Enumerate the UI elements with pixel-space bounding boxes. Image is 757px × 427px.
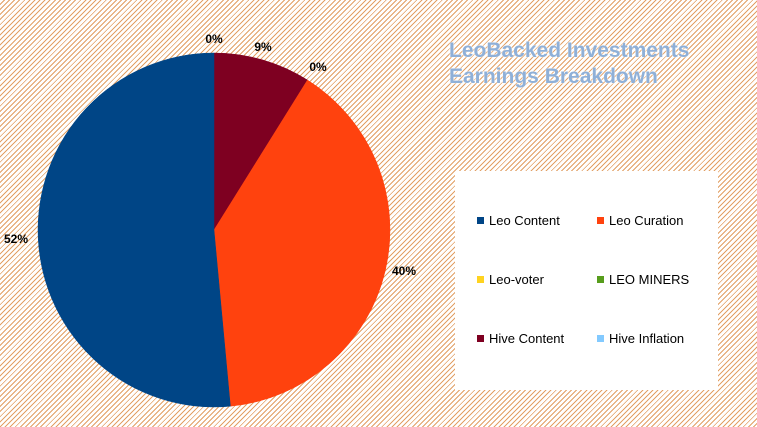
legend-swatch <box>477 335 484 342</box>
data-label-hive-inflation: 0% <box>205 32 223 46</box>
data-label-leo-miners: 0% <box>309 60 327 74</box>
pie-slice-hive-content <box>213 52 308 231</box>
data-label-leo-curation: 40% <box>392 264 416 278</box>
pie-slices <box>37 52 391 408</box>
legend-swatch <box>597 276 604 283</box>
legend-item-leo-voter: Leo-voter <box>477 272 544 287</box>
pie-data-labels: 0% 9% 0% 40% 52% <box>4 32 416 278</box>
data-label-leo-content: 52% <box>4 232 28 246</box>
legend-label: Hive Inflation <box>609 331 685 346</box>
legend-label: Leo Content <box>489 213 560 228</box>
legend-swatch <box>477 276 484 283</box>
legend-swatch <box>477 217 484 224</box>
legend-label: LEO MINERS <box>609 272 690 287</box>
data-label-hive-content: 9% <box>254 40 272 54</box>
chart-legend: Leo Content Leo Curation Leo-voter LEO MINE… <box>455 171 718 390</box>
legend-item-leo-curation: Leo Curation <box>597 213 683 228</box>
legend-item-hive-content: Hive Content <box>477 331 564 346</box>
legend-swatch <box>597 335 604 342</box>
legend-item-leo-miners: LEO MINERS <box>597 272 689 287</box>
legend-item-hive-inflation: Hive Inflation <box>597 331 684 346</box>
chart-title: LeoBacked Investments Earnings Breakdown <box>449 39 690 88</box>
legend-label: Hive Content <box>489 331 565 346</box>
legend-label: Leo-voter <box>489 272 544 287</box>
pie-slice-leo-content <box>37 52 231 408</box>
legend-swatch <box>597 217 604 224</box>
pie-slice-leo-curation <box>213 79 391 407</box>
legend-label: Leo Curation <box>609 213 684 228</box>
legend-item-leo-content: Leo Content <box>477 213 560 228</box>
